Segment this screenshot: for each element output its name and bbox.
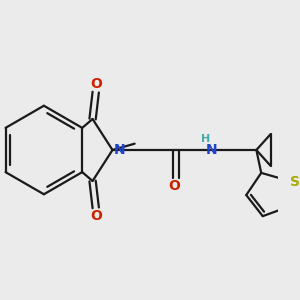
Text: O: O: [90, 209, 102, 223]
Text: N: N: [206, 143, 218, 157]
Text: H: H: [201, 134, 210, 144]
Text: O: O: [168, 179, 180, 194]
Text: S: S: [290, 175, 300, 189]
Text: O: O: [90, 77, 102, 91]
Text: N: N: [114, 143, 126, 157]
